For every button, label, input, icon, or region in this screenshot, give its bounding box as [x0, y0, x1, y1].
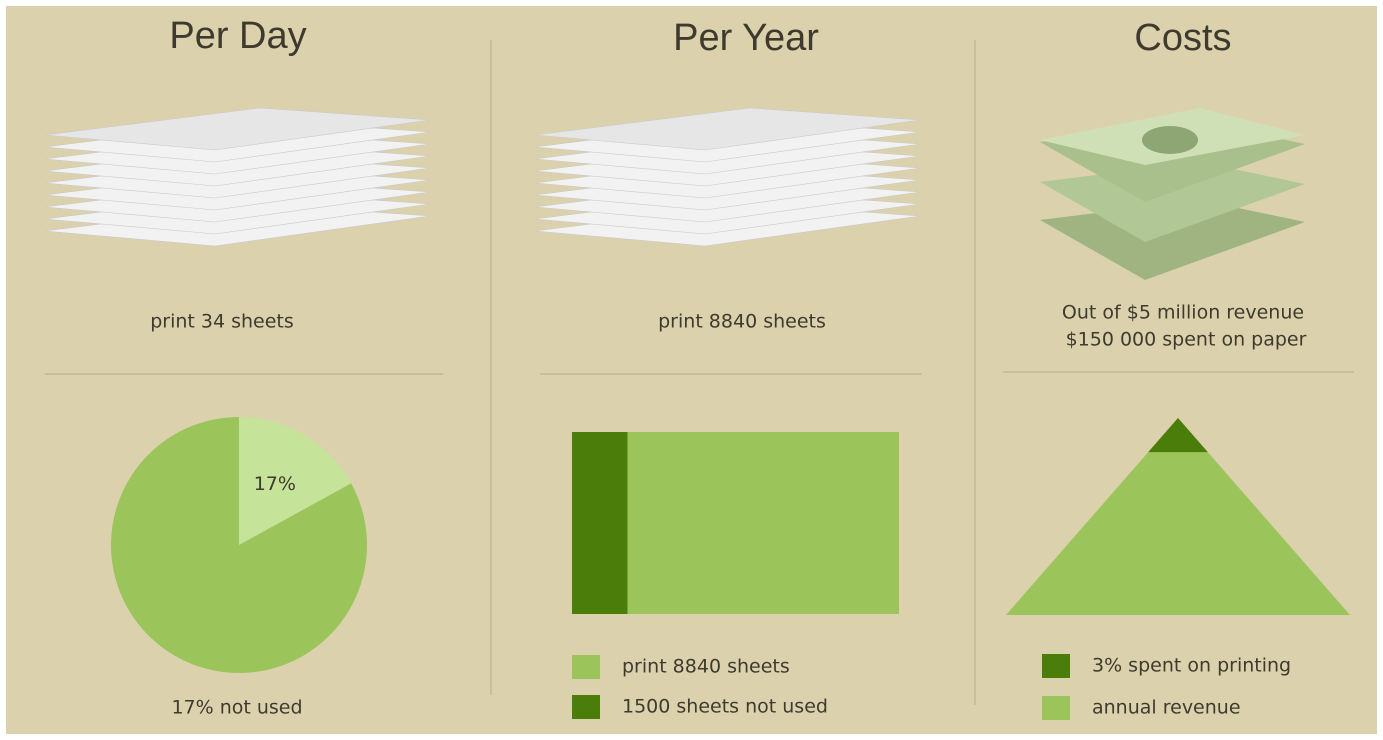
pyramid-part: [1148, 418, 1208, 453]
paper-sheet: [534, 107, 921, 151]
pyramid-part: [1006, 418, 1350, 615]
legend-swatch: [1042, 654, 1070, 678]
paper-stack-icon: [534, 107, 921, 247]
legend-swatch: [1042, 696, 1070, 720]
caption: print 8840 sheets: [658, 311, 826, 333]
panel-title: Per Year: [673, 17, 819, 59]
pie-caption: 17% not used: [171, 697, 302, 719]
legend-label: print 8840 sheets: [622, 656, 790, 678]
paper-sheet: [44, 107, 431, 151]
bar: [572, 432, 628, 614]
panel-title: Per Day: [169, 15, 306, 57]
legend-swatch: [572, 695, 600, 719]
caption: $150 000 spent on paper: [1066, 329, 1307, 351]
money-icon: [1040, 108, 1305, 280]
caption: print 34 sheets: [150, 311, 294, 333]
panel-title: Costs: [1134, 17, 1231, 59]
legend-swatch: [572, 655, 600, 679]
legend-label: 1500 sheets not used: [622, 696, 828, 718]
caption: Out of $5 million revenue: [1062, 302, 1304, 324]
pie-slice: [239, 417, 352, 545]
legend-label: annual revenue: [1092, 697, 1241, 719]
legend-label: 3% spent on printing: [1092, 655, 1291, 677]
paper-stack-icon: [44, 107, 431, 247]
pie-label: 17%: [254, 473, 296, 495]
pie-slice: [111, 417, 367, 673]
